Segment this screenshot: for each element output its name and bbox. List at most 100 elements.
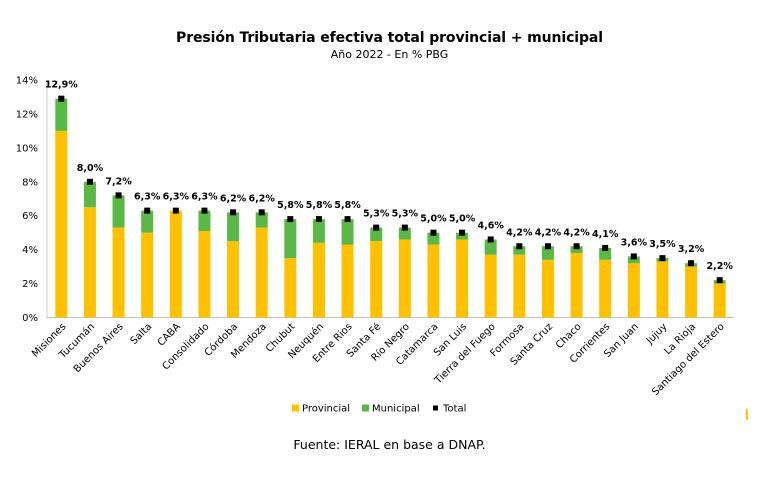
y-axis-ticks: 0% 2% 4% 6% 8% 10% 12% 14%	[16, 76, 38, 325]
bar-provincial	[541, 259, 554, 318]
bar-municipal	[341, 219, 354, 245]
bar-provincial	[227, 241, 240, 318]
total-marker	[430, 229, 437, 236]
bar-provincial	[141, 232, 154, 318]
bar-municipal	[198, 210, 211, 231]
data-label: 5,8%	[306, 200, 333, 211]
data-label: 3,6%	[621, 237, 648, 248]
total-marker	[688, 260, 695, 267]
bar-municipal	[284, 219, 297, 259]
bar-provincial	[341, 244, 354, 318]
bar-municipal	[227, 212, 240, 242]
data-labels-group: 12,9%8,0%7,2%6,3% 6,3% 6,3% 6,2% 6,2%5,8% 5,8…	[45, 80, 734, 273]
source-note: Fuente: IERAL en base a DNAP.	[293, 437, 486, 452]
bar-provincial	[570, 253, 583, 318]
legend: Provincial Municipal Total	[292, 404, 466, 415]
data-label: 6,3%	[191, 192, 218, 203]
total-marker	[544, 243, 551, 250]
category-label: Salta	[129, 321, 155, 347]
data-label: 4,2%	[506, 227, 533, 238]
bar-provincial	[685, 266, 698, 318]
data-label: 5,0%	[449, 214, 476, 225]
total-marker	[516, 243, 523, 250]
total-marker	[602, 244, 609, 251]
bar-provincial	[112, 227, 125, 318]
bar-municipal	[55, 98, 68, 131]
bar-municipal	[513, 246, 526, 255]
y-tick-label: 0%	[22, 313, 38, 324]
total-marker	[487, 236, 494, 243]
bar-provincial	[713, 283, 726, 318]
total-marker	[172, 207, 179, 214]
total-marker	[573, 243, 580, 250]
bar-municipal	[83, 181, 96, 208]
bar-provincial	[398, 239, 411, 318]
legend-swatch	[362, 404, 369, 412]
bar-provincial	[255, 227, 268, 318]
data-label: 4,6%	[478, 220, 505, 231]
data-label: 5,3%	[363, 209, 390, 220]
total-marker	[659, 255, 666, 262]
total-markers-group	[58, 95, 723, 284]
total-marker	[258, 209, 265, 216]
data-label: 6,3%	[163, 192, 190, 203]
bar-municipal	[255, 212, 268, 228]
data-label: 3,5%	[649, 239, 676, 250]
bar-provincial	[169, 210, 182, 318]
y-tick-label: 8%	[22, 177, 38, 188]
data-label: 5,8%	[277, 200, 304, 211]
total-marker	[630, 253, 637, 260]
total-marker	[201, 207, 208, 214]
legend-label: Total	[442, 404, 466, 415]
data-label: 5,3%	[392, 209, 419, 220]
data-label: 6,3%	[134, 192, 161, 203]
total-marker	[230, 209, 237, 216]
bar-municipal	[627, 256, 640, 264]
data-label: 4,1%	[592, 229, 619, 240]
bar-municipal	[484, 239, 497, 255]
category-label: CABA	[156, 321, 183, 348]
legend-label: Provincial	[302, 404, 350, 415]
total-marker	[344, 216, 351, 223]
bar-provincial	[312, 242, 325, 318]
y-tick-label: 12%	[16, 109, 38, 120]
data-label: 5,0%	[420, 214, 447, 225]
bar-municipal	[456, 232, 469, 240]
bars-group	[55, 98, 726, 318]
data-label: 6,2%	[220, 193, 247, 204]
bar-municipal	[141, 210, 154, 233]
bar-provincial	[370, 241, 383, 318]
data-label: 8,0%	[77, 163, 104, 174]
bar-provincial	[599, 259, 612, 318]
bar-provincial	[427, 244, 440, 318]
bar-provincial	[484, 254, 497, 318]
total-marker	[58, 95, 65, 102]
bar-provincial	[83, 207, 96, 318]
y-tick-label: 14%	[16, 76, 38, 87]
data-label: 2,2%	[707, 261, 734, 272]
y-tick-label: 10%	[16, 143, 38, 154]
legend-label: Municipal	[372, 404, 420, 415]
total-marker	[144, 207, 151, 214]
bar-municipal	[370, 227, 383, 242]
data-label: 4,2%	[563, 227, 590, 238]
data-label: 5,8%	[334, 200, 361, 211]
category-label: Jujuy	[644, 321, 670, 347]
chart-title: Presión Tributaria efectiva total provin…	[176, 30, 603, 46]
total-marker	[315, 216, 322, 223]
total-marker	[86, 178, 93, 185]
stacked-bar-chart: 0%2%4%6%8%10%12%14% 12,9%8,0%7,2%6,3% 6,3…	[16, 76, 734, 415]
total-marker	[716, 277, 723, 284]
bar-municipal	[541, 246, 554, 260]
total-marker	[459, 229, 466, 236]
bar-municipal	[112, 195, 125, 228]
bar-municipal	[427, 232, 440, 245]
legend-swatch	[292, 404, 299, 412]
bar-provincial	[198, 230, 211, 318]
total-marker	[373, 224, 380, 231]
data-label: 4,2%	[535, 227, 562, 238]
bar-provincial	[456, 239, 469, 318]
bar-provincial	[284, 258, 297, 318]
bar-municipal	[599, 247, 612, 260]
